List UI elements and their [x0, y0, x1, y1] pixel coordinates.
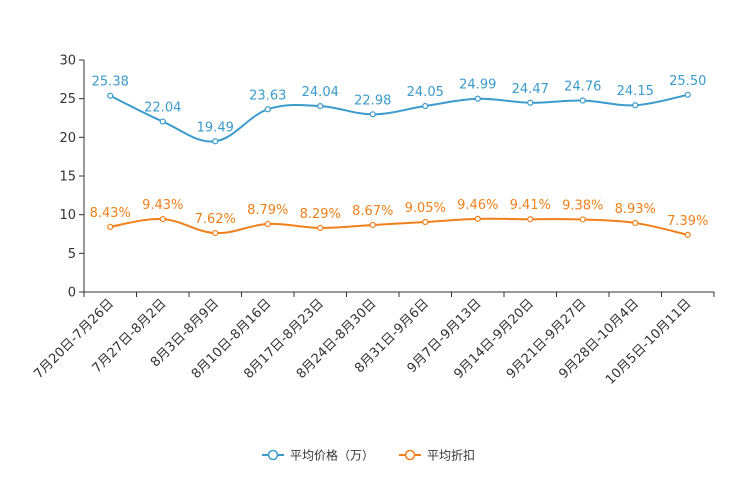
y-tick-label: 20: [59, 131, 76, 146]
y-tick-label: 10: [59, 208, 76, 223]
data-point: [684, 231, 691, 238]
data-point: [107, 92, 114, 99]
data-label: 22.04: [144, 101, 181, 116]
chart-data-labels: 25.38 22.04 19.49 23.63 24.04 22.98 24.05 24.99…: [90, 74, 709, 229]
legend-marker: [267, 449, 279, 461]
legend-item-1[interactable]: 平均折扣: [399, 448, 475, 463]
data-label: 24.47: [512, 82, 549, 97]
data-label: 7.39%: [667, 214, 708, 229]
data-point: [159, 215, 166, 223]
legend-label: 平均折扣: [427, 448, 475, 463]
data-label: 8.67%: [352, 204, 393, 219]
data-label: 8.43%: [90, 206, 131, 221]
legend-item-0[interactable]: 平均价格（万）: [262, 448, 374, 463]
series-line-1: [110, 217, 688, 236]
data-point: [579, 97, 586, 104]
data-point: [632, 102, 639, 109]
data-point: [422, 218, 429, 226]
data-point: [317, 102, 324, 110]
data-label: 8.79%: [247, 203, 288, 218]
data-point: [369, 221, 376, 229]
data-label: 24.99: [459, 78, 496, 93]
data-point: [317, 224, 324, 231]
data-label: 24.15: [617, 84, 654, 99]
data-point: [159, 118, 166, 125]
data-label: 23.63: [249, 88, 286, 103]
data-point: [474, 95, 481, 102]
data-point: [474, 215, 481, 222]
data-point: [212, 138, 219, 145]
data-label: 25.50: [669, 74, 706, 89]
data-label: 9.38%: [562, 198, 603, 213]
data-point: [422, 102, 429, 110]
data-point: [107, 223, 114, 230]
data-label: 9.46%: [457, 198, 498, 213]
y-tick-label: 30: [59, 54, 76, 69]
data-point: [527, 99, 534, 106]
chart-series: [107, 91, 691, 238]
data-point: [264, 106, 271, 113]
data-point: [579, 216, 586, 223]
data-label: 24.76: [564, 80, 601, 95]
data-label: 25.38: [92, 75, 129, 90]
data-label: 19.49: [197, 120, 234, 135]
data-label: 8.93%: [615, 202, 656, 217]
data-label: 22.98: [354, 93, 391, 108]
data-label: 24.05: [407, 85, 444, 100]
y-tick-label: 0: [68, 286, 76, 301]
data-point: [632, 219, 639, 227]
legend-label: 平均价格（万）: [290, 448, 374, 463]
chart-legend[interactable]: 平均价格（万） 平均折扣: [262, 448, 475, 463]
data-label: 24.04: [302, 85, 339, 100]
data-point: [527, 216, 534, 223]
data-label: 9.05%: [405, 201, 446, 216]
data-label: 9.41%: [510, 198, 551, 213]
data-point: [212, 229, 219, 237]
data-point: [369, 111, 376, 118]
data-point: [684, 91, 691, 98]
series-line-0: [109, 93, 688, 143]
data-label: 9.43%: [142, 198, 183, 213]
data-point: [264, 220, 271, 228]
data-label: 8.29%: [300, 207, 341, 222]
y-tick-label: 25: [59, 92, 76, 107]
legend-marker: [404, 449, 416, 461]
data-label: 7.62%: [195, 212, 236, 227]
y-tick-label: 5: [68, 247, 76, 262]
y-tick-label: 15: [59, 170, 76, 185]
